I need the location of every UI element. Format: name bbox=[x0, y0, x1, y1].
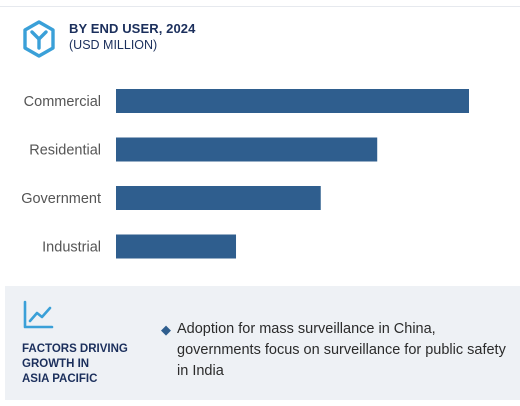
factors-heading-line: FACTORS DRIVING bbox=[22, 343, 128, 355]
bar-chart: Commercial Residential Government Industria… bbox=[21, 89, 469, 259]
category-label: Commercial bbox=[24, 94, 101, 110]
bar-government bbox=[116, 186, 321, 210]
chart-subtitle: (USD MILLION) bbox=[69, 38, 158, 52]
category-label: Government bbox=[21, 191, 101, 207]
diamond-bullet-icon: ◆ bbox=[161, 322, 171, 337]
bar-industrial bbox=[116, 234, 237, 259]
growth-factor-text: Adoption for mass surveillance in China,… bbox=[177, 321, 506, 379]
category-label: Industrial bbox=[42, 240, 101, 256]
category-label: Residential bbox=[29, 143, 101, 159]
bar-commercial bbox=[116, 89, 469, 113]
factors-panel bbox=[5, 286, 520, 400]
factors-heading-line: ASIA PACIFIC bbox=[22, 373, 98, 385]
factors-heading-line: GROWTH IN bbox=[22, 358, 90, 370]
bar-residential bbox=[116, 137, 378, 162]
chart-title: BY END USER, 2024 bbox=[69, 21, 196, 36]
factors-heading: FACTORS DRIVING GROWTH IN ASIA PACIFIC bbox=[22, 342, 162, 387]
top-divider bbox=[0, 6, 520, 7]
trend-line-chart-icon bbox=[23, 300, 54, 329]
hexagon-y-logo-icon bbox=[23, 20, 55, 58]
